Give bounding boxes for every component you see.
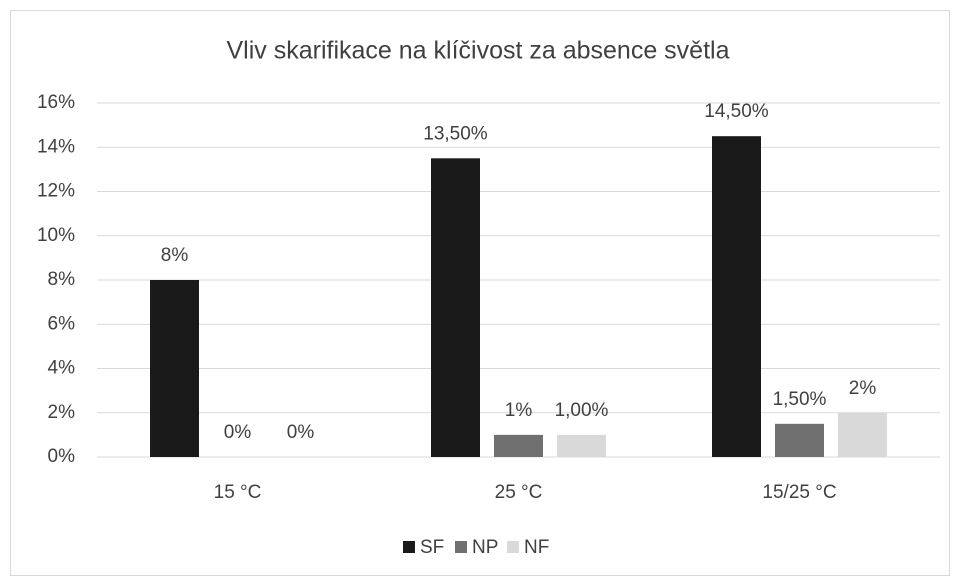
bar — [431, 158, 480, 457]
value-label: 0% — [224, 422, 252, 443]
value-label: 1,50% — [773, 389, 827, 410]
y-tick-label: 12% — [37, 181, 75, 202]
y-tick-label: 16% — [37, 92, 75, 113]
legend-label: SF — [420, 537, 444, 558]
value-label: 1,00% — [555, 400, 609, 421]
y-tick-label: 6% — [48, 313, 76, 334]
bar — [775, 423, 824, 457]
x-tick-label: 15/25 °C — [762, 482, 836, 503]
bar — [838, 412, 887, 457]
y-tick-label: 2% — [48, 402, 76, 423]
value-label: 0% — [287, 422, 315, 443]
legend-swatch — [455, 541, 467, 553]
chart-title: Vliv skarifikace na klíčivost za absence… — [227, 37, 730, 65]
legend-swatch — [507, 541, 519, 553]
y-tick-label: 8% — [48, 269, 76, 290]
legend-label: NP — [472, 537, 498, 558]
legend-swatch — [403, 541, 415, 553]
bar — [150, 280, 199, 457]
bar — [557, 434, 606, 457]
x-tick-label: 25 °C — [495, 482, 543, 503]
legend-label: NF — [524, 537, 549, 558]
value-label: 14,50% — [704, 101, 769, 122]
y-tick-label: 0% — [48, 446, 76, 467]
x-tick-label: 15 °C — [214, 482, 262, 503]
value-label: 2% — [849, 378, 877, 399]
bar — [494, 434, 543, 457]
value-label: 13,50% — [423, 123, 488, 144]
y-tick-label: 10% — [37, 225, 75, 246]
value-label: 8% — [161, 245, 189, 266]
value-label: 1% — [505, 400, 533, 421]
y-tick-label: 14% — [37, 136, 75, 157]
bar — [712, 136, 761, 457]
y-tick-label: 4% — [48, 358, 76, 379]
